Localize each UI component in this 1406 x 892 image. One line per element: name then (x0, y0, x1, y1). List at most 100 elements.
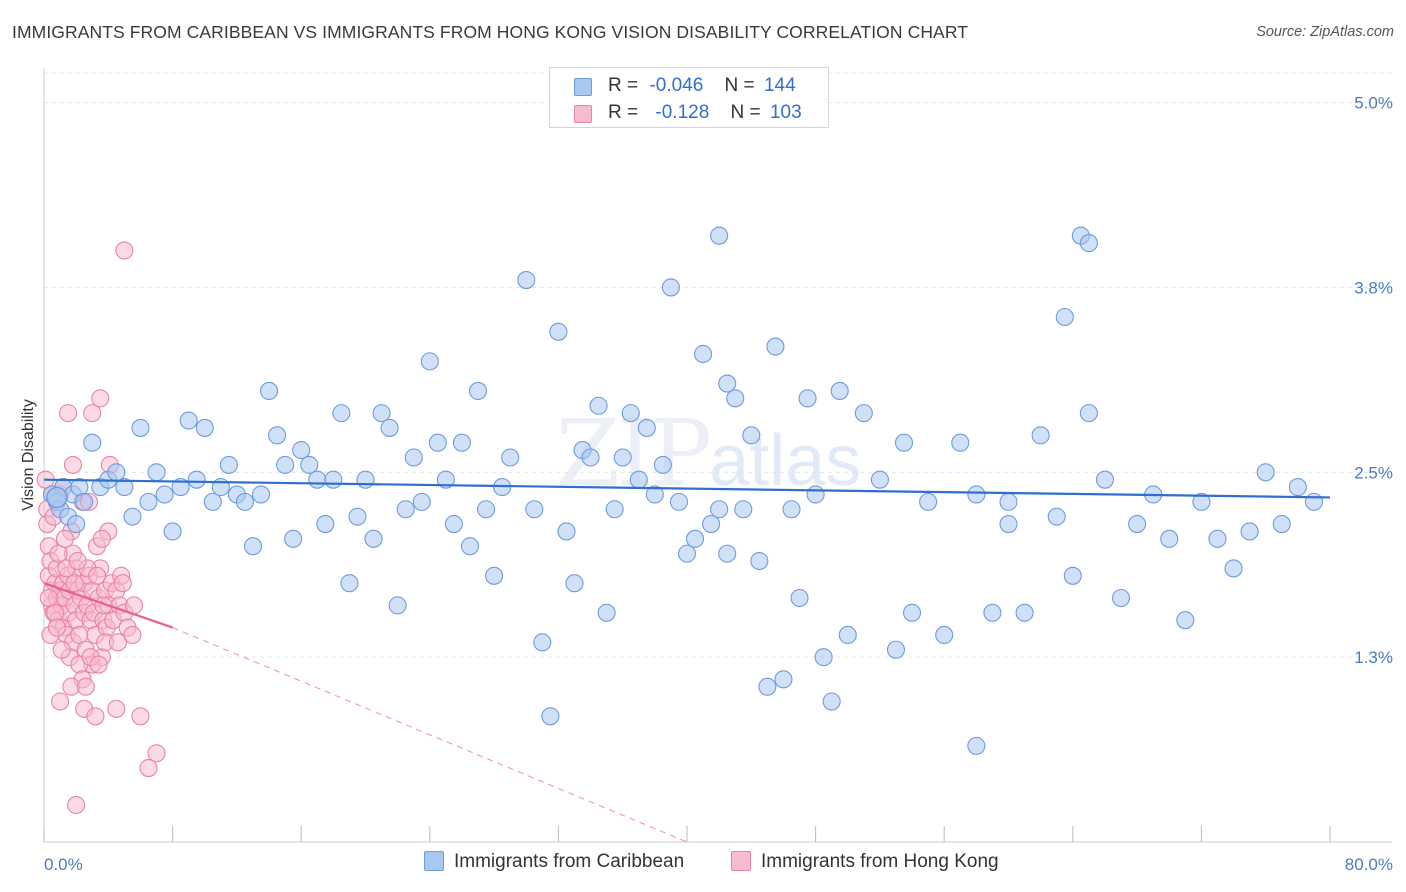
legend-n-label: N = (724, 75, 755, 96)
data-point (292, 441, 311, 460)
data-point (115, 478, 134, 497)
data-point (677, 544, 697, 563)
data-point (251, 485, 271, 504)
data-point (396, 500, 415, 519)
data-point (203, 492, 222, 511)
hong-kong-trend-line (43, 582, 173, 629)
data-point (718, 544, 737, 563)
axes (43, 68, 1392, 843)
data-point (139, 759, 158, 778)
data-point (259, 381, 279, 401)
data-point (364, 529, 383, 548)
data-point (1272, 514, 1291, 534)
data-point (1063, 566, 1082, 585)
data-point (340, 574, 359, 593)
data-point (694, 344, 713, 364)
data-point (710, 226, 729, 245)
data-point (123, 625, 142, 645)
bottom-legend-swatch-hong-kong (731, 851, 751, 871)
data-point (155, 485, 174, 504)
data-point (123, 507, 142, 526)
data-point (187, 470, 206, 489)
data-point (742, 426, 761, 445)
data-point (533, 633, 552, 652)
data-point (179, 411, 198, 430)
data-point (822, 692, 841, 711)
data-point (67, 795, 86, 815)
caribbean-points (42, 226, 1323, 755)
data-point (1192, 492, 1211, 511)
data-point (91, 389, 110, 408)
data-point (718, 374, 737, 393)
data-point (63, 455, 82, 474)
data-point (613, 448, 632, 467)
data-point (51, 692, 70, 711)
data-point (661, 278, 680, 297)
data-point (1176, 611, 1195, 630)
data-point (685, 529, 705, 548)
legend-r-value: -0.128 (655, 102, 710, 123)
data-point (919, 492, 938, 511)
data-point (806, 485, 825, 504)
data-point (814, 648, 833, 667)
data-point (235, 492, 254, 511)
data-point (89, 655, 108, 674)
legend-swatch-hong-kong (574, 105, 592, 123)
data-point (436, 470, 455, 489)
data-point (268, 426, 287, 445)
data-point (460, 537, 480, 556)
data-point (1111, 588, 1131, 608)
data-point (702, 514, 721, 534)
data-point (171, 478, 190, 497)
data-point (501, 448, 520, 467)
data-point (967, 485, 986, 504)
data-point (669, 492, 689, 511)
data-point (935, 625, 954, 645)
data-point (830, 381, 849, 401)
data-point (557, 522, 576, 541)
data-point (1015, 603, 1034, 622)
data-point (983, 603, 1002, 622)
y-tick-labels: 1.3% 2.5% 3.8% 5.0% (1354, 94, 1393, 668)
correlation-legend: R = -0.046 N = 144 R = -0.128 N = 103 (549, 67, 829, 128)
data-point (798, 389, 817, 408)
data-point (68, 551, 87, 571)
x-tick-labels: 0.0% 80.0% (44, 855, 1393, 874)
data-point (525, 500, 544, 519)
data-point (113, 574, 132, 593)
data-point (541, 707, 560, 726)
data-point (316, 514, 335, 534)
data-point (1224, 559, 1243, 578)
hong-kong-points (36, 241, 166, 815)
data-point (324, 470, 343, 489)
data-point (372, 404, 391, 423)
data-point (86, 707, 105, 726)
data-point (517, 270, 536, 290)
data-point (870, 470, 889, 489)
legend-r-label: R = (608, 75, 639, 96)
data-point (139, 492, 158, 511)
data-point (444, 514, 463, 534)
data-point (276, 455, 295, 474)
data-point (750, 551, 769, 571)
y-tick-label: 2.5% (1354, 463, 1393, 482)
data-point (420, 352, 439, 371)
bottom-legend-hong-kong: Immigrants from Hong Kong (731, 851, 999, 873)
legend-swatch-caribbean (574, 78, 592, 96)
data-point (55, 529, 74, 548)
data-point (967, 736, 986, 755)
data-point (300, 455, 319, 474)
data-point (163, 522, 182, 541)
data-point (629, 470, 648, 489)
data-point (83, 433, 102, 452)
data-point (87, 566, 107, 585)
grid-lines (44, 72, 1392, 658)
hong-kong-trend-extension (172, 627, 688, 843)
data-point (107, 463, 126, 482)
data-point (308, 470, 327, 489)
data-point (1031, 426, 1050, 445)
data-point (838, 625, 857, 645)
data-point (76, 677, 95, 696)
data-point (131, 418, 150, 437)
